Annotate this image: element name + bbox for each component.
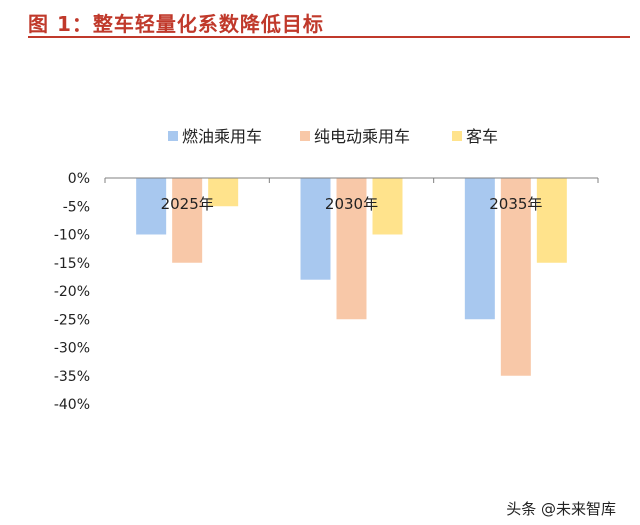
- legend-swatch: [452, 131, 462, 141]
- y-tick-label: -10%: [54, 228, 90, 244]
- y-tick-label: -25%: [54, 312, 90, 328]
- x-category-label: 2035年: [489, 195, 542, 213]
- bar: [372, 178, 403, 235]
- y-tick-label: 0%: [68, 171, 90, 187]
- chart-legend: 燃油乘用车 纯电动乘用车 客车: [168, 127, 498, 146]
- y-tick-label: -30%: [54, 341, 90, 357]
- legend-label: 纯电动乘用车: [314, 127, 410, 146]
- x-category-label: 2030年: [325, 195, 378, 213]
- y-tick-label: -35%: [54, 369, 90, 385]
- bar: [536, 178, 567, 263]
- y-tick-label: -20%: [54, 284, 90, 300]
- bar: [464, 178, 495, 320]
- bars: [136, 178, 567, 376]
- page-title: 图 1：整车轻量化系数降低目标: [28, 12, 324, 36]
- bar: [300, 178, 331, 280]
- bar: [208, 178, 239, 207]
- x-axis: 2025年 2030年 2035年: [104, 177, 599, 213]
- bar: [336, 178, 367, 320]
- legend-swatch: [300, 131, 310, 141]
- legend-swatch: [168, 131, 178, 141]
- title-bar: 图 1：整车轻量化系数降低目标: [28, 8, 630, 38]
- bar: [136, 178, 167, 235]
- y-axis: 0% -5% -10% -15% -20% -25% -30% -35% -40%: [54, 171, 90, 413]
- y-tick-label: -5%: [63, 199, 90, 215]
- y-tick-label: -40%: [54, 397, 90, 413]
- legend-label: 燃油乘用车: [182, 127, 262, 146]
- bar: [500, 178, 531, 376]
- x-category-label: 2025年: [161, 195, 214, 213]
- legend-label: 客车: [466, 127, 498, 146]
- y-tick-label: -15%: [54, 256, 90, 272]
- watermark-text: 头条 @未来智库: [506, 500, 616, 518]
- bar: [172, 178, 203, 263]
